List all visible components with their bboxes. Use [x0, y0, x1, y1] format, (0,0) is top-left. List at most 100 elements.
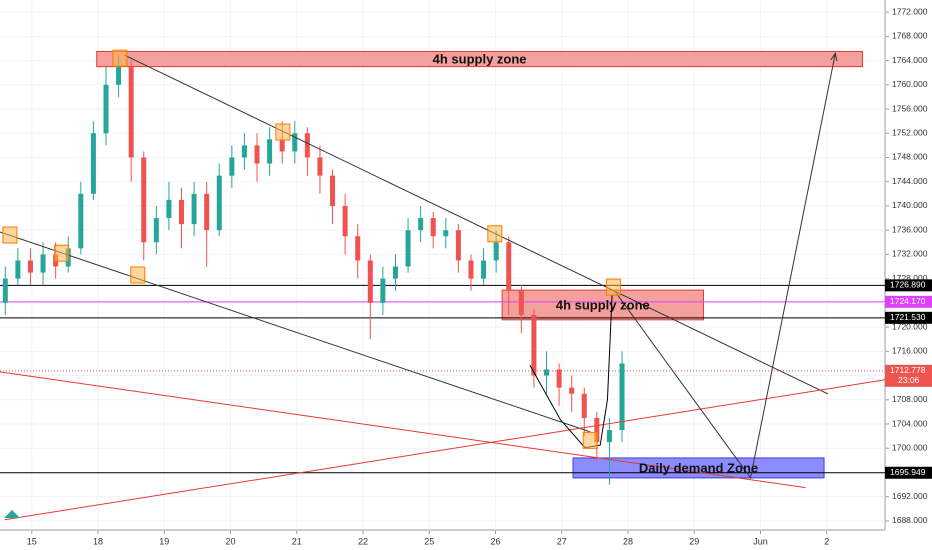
x-tick-label: 29	[689, 536, 699, 546]
candle-body	[380, 278, 386, 303]
arrow-head	[830, 52, 838, 62]
candle-body	[556, 369, 562, 388]
zone	[501, 289, 704, 321]
x-tick-label: 28	[623, 536, 633, 546]
y-tick-label: 1704.000	[892, 418, 928, 428]
candle-body	[204, 193, 210, 231]
candle-body	[229, 157, 235, 176]
candle-body	[292, 133, 298, 152]
highlight-marker	[487, 225, 503, 243]
zone-label: Daily demand Zone	[639, 460, 758, 475]
candle-body	[153, 218, 159, 243]
x-tick-label: 22	[358, 536, 368, 546]
y-tick-label: 1744.000	[892, 176, 928, 186]
highlight-marker	[582, 431, 598, 449]
y-tick-label: 1720.000	[892, 321, 928, 331]
x-tick-label: Jun	[753, 536, 768, 546]
logo	[4, 510, 20, 518]
y-tick-label: 1732.000	[892, 249, 928, 259]
highlight-marker	[130, 266, 146, 284]
highlight-marker	[54, 244, 70, 262]
candle-body	[40, 254, 46, 273]
y-tick-label: 1772.000	[892, 6, 928, 16]
zone	[96, 50, 863, 68]
candle-body	[90, 133, 96, 194]
x-tick-label: 20	[226, 536, 236, 546]
candle-body	[254, 145, 260, 164]
candle-body	[430, 218, 436, 237]
candle-body	[241, 145, 247, 158]
y-tick-label: 1736.000	[892, 224, 928, 234]
highlight-marker	[112, 49, 128, 67]
price-label-bg	[885, 311, 932, 324]
price-label: 1695.949	[890, 467, 926, 477]
x-tick-label: 15	[27, 536, 37, 546]
candle-body	[342, 205, 348, 237]
y-tick-label: 1728.000	[892, 273, 928, 283]
price-label-bg	[885, 466, 932, 479]
candle-body	[15, 260, 21, 279]
candle-body	[216, 175, 222, 231]
price-label-bg	[885, 279, 932, 292]
price-label: 1712.778	[890, 365, 926, 375]
candle-body	[619, 363, 625, 431]
x-tick-label: 26	[490, 536, 500, 546]
axes: 1688.0001692.0001696.0001700.0001704.000…	[27, 6, 932, 546]
trend-line	[124, 54, 829, 395]
y-tick-label: 1764.000	[892, 55, 928, 65]
candle-body	[267, 139, 273, 164]
candle-body	[405, 230, 411, 267]
price-label: 1724.170	[890, 296, 926, 306]
candle-body	[455, 230, 461, 261]
price-label: 1721.530	[890, 312, 926, 322]
candle-body	[418, 218, 424, 231]
y-tick-label: 1700.000	[892, 442, 928, 452]
candle-body	[544, 369, 550, 376]
candle-body	[468, 260, 474, 279]
y-tick-label: 1708.000	[892, 394, 928, 404]
plot: 4h supply zone 4h supply zone Daily demand…	[0, 0, 886, 530]
candle-body	[279, 139, 285, 152]
countdown-label: 23:06	[898, 375, 920, 385]
candle-body	[179, 199, 185, 225]
candle-body	[531, 314, 537, 376]
candle-body	[27, 260, 33, 273]
candle-body	[392, 266, 398, 279]
candle-body	[304, 133, 310, 158]
trend-line	[0, 371, 806, 489]
candle-body	[355, 236, 361, 261]
candle-body	[103, 84, 109, 134]
candle-body	[569, 387, 575, 394]
candle-body	[317, 157, 323, 176]
candle-body	[166, 199, 172, 219]
x-tick-label: 19	[159, 536, 169, 546]
candle-body	[141, 157, 147, 243]
highlight-marker	[605, 278, 621, 296]
y-tick-label: 1768.000	[892, 31, 928, 41]
y-tick-label: 1692.000	[892, 491, 928, 501]
candle-body	[330, 175, 336, 206]
candle-body	[443, 230, 449, 237]
candle-body	[493, 242, 499, 261]
y-tick-label: 1760.000	[892, 79, 928, 89]
y-tick-label: 1688.000	[892, 515, 928, 525]
candle-body	[2, 278, 8, 303]
trend-line	[614, 53, 836, 480]
x-tick-label: 25	[424, 536, 434, 546]
candle-body	[191, 193, 197, 225]
zone-label: 4h supply zone	[433, 51, 527, 66]
candle-body	[78, 193, 84, 249]
trend-line	[0, 231, 591, 433]
y-tick-label: 1716.000	[892, 346, 928, 356]
candle-body	[606, 430, 612, 443]
price-label-bg	[885, 295, 932, 308]
price-label: 1726.890	[890, 280, 926, 290]
candle-body	[506, 242, 512, 291]
zone-label: 4h supply zone	[556, 297, 650, 312]
x-tick-label: 21	[292, 536, 302, 546]
y-tick-label: 1752.000	[892, 128, 928, 138]
y-tick-label: 1756.000	[892, 103, 928, 113]
candle-body	[518, 290, 524, 315]
x-tick-label: 18	[93, 536, 103, 546]
